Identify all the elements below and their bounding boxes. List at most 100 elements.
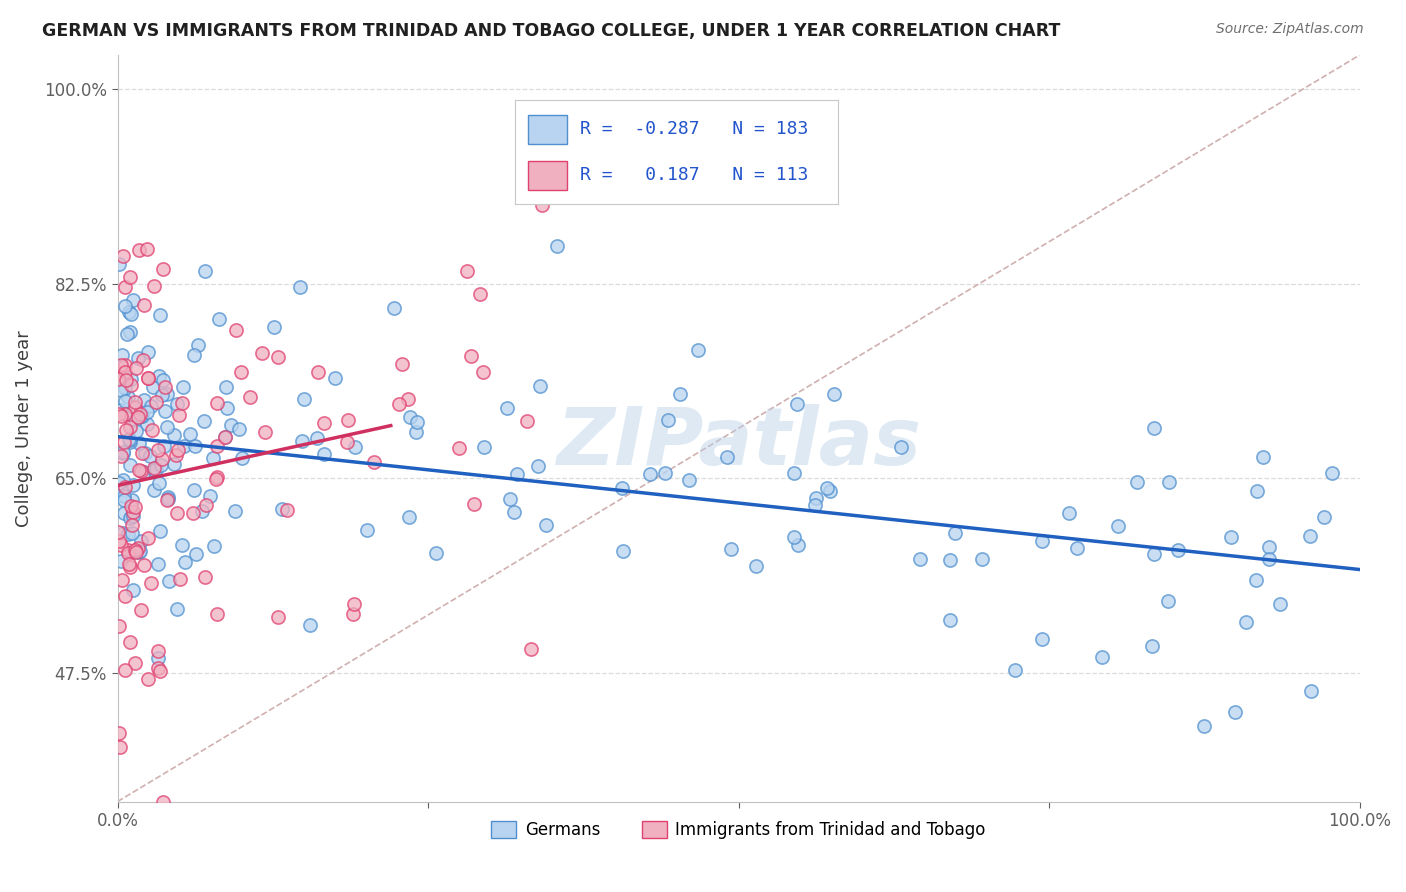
Point	[122, 401, 145, 416]
Point	[124, 395, 146, 409]
Point	[678, 473, 700, 487]
Point	[1004, 663, 1026, 677]
Point	[305, 431, 328, 445]
Point	[114, 663, 136, 677]
Point	[215, 401, 238, 415]
Point	[1298, 529, 1320, 543]
Point	[120, 499, 142, 513]
Point	[782, 466, 804, 480]
Point	[115, 373, 138, 387]
Point	[184, 439, 207, 453]
Point	[107, 372, 129, 386]
Point	[472, 365, 495, 379]
Point	[111, 249, 134, 263]
Point	[271, 501, 294, 516]
Point	[531, 198, 554, 212]
Point	[107, 257, 129, 271]
Point	[291, 434, 314, 448]
Point	[124, 657, 146, 671]
Point	[118, 432, 141, 446]
Point	[114, 589, 136, 603]
Point	[134, 558, 156, 572]
Point	[818, 484, 841, 499]
Point	[110, 409, 132, 424]
Point	[205, 472, 228, 486]
Point	[638, 467, 661, 482]
Point	[110, 358, 132, 372]
Point	[229, 365, 252, 379]
Point	[323, 371, 346, 385]
Point	[148, 651, 170, 665]
Point	[612, 543, 634, 558]
Point	[107, 407, 129, 421]
Point	[1142, 420, 1164, 434]
Point	[396, 392, 419, 406]
Point	[118, 269, 141, 284]
Point	[342, 607, 364, 621]
Point	[112, 506, 135, 520]
Point	[496, 401, 519, 415]
Point	[399, 410, 422, 425]
Point	[474, 441, 496, 455]
Point	[112, 434, 135, 449]
Point	[527, 458, 550, 473]
Point	[128, 463, 150, 477]
Point	[405, 425, 427, 440]
Point	[128, 543, 150, 558]
Point	[1223, 706, 1246, 720]
Point	[382, 301, 405, 315]
Point	[112, 473, 135, 487]
Point	[187, 337, 209, 351]
Point	[129, 409, 152, 423]
Point	[336, 435, 359, 450]
Point	[122, 509, 145, 524]
Point	[815, 481, 838, 495]
Point	[118, 635, 141, 649]
Point	[118, 325, 141, 339]
Point	[156, 420, 179, 434]
Point	[456, 264, 478, 278]
Point	[266, 350, 288, 364]
Point	[202, 451, 225, 466]
Point	[136, 673, 159, 687]
Point	[145, 394, 167, 409]
Point	[127, 410, 149, 425]
Point	[239, 390, 262, 404]
Point	[1251, 450, 1274, 465]
Point	[908, 551, 931, 566]
Point	[132, 298, 155, 312]
Point	[970, 552, 993, 566]
Point	[1299, 684, 1322, 698]
Point	[143, 279, 166, 293]
Point	[125, 361, 148, 376]
Point	[155, 404, 177, 418]
Point	[124, 401, 146, 415]
Point	[1234, 615, 1257, 629]
Point	[343, 598, 366, 612]
Point	[152, 373, 174, 387]
Point	[127, 541, 149, 555]
Point	[1126, 475, 1149, 490]
Point	[142, 461, 165, 475]
Point	[131, 446, 153, 460]
Point	[214, 430, 236, 444]
Point	[157, 492, 180, 507]
Point	[312, 416, 335, 430]
Point	[108, 533, 131, 548]
Point	[122, 505, 145, 519]
Point	[195, 498, 218, 512]
Point	[153, 379, 176, 393]
Text: GERMAN VS IMMIGRANTS FROM TRINIDAD AND TOBAGO COLLEGE, UNDER 1 YEAR CORRELATION : GERMAN VS IMMIGRANTS FROM TRINIDAD AND T…	[42, 22, 1060, 40]
Point	[266, 609, 288, 624]
Point	[110, 739, 132, 754]
Point	[134, 392, 156, 407]
Point	[162, 457, 184, 471]
Point	[823, 387, 845, 401]
Point	[141, 400, 163, 414]
Point	[128, 436, 150, 450]
Point	[224, 504, 246, 518]
Point	[1312, 509, 1334, 524]
Point	[129, 464, 152, 478]
Point	[141, 575, 163, 590]
Point	[142, 463, 165, 477]
